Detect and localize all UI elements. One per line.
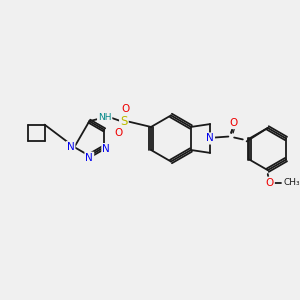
Text: O: O [114,128,122,138]
Text: O: O [266,178,274,188]
Text: NH: NH [98,113,111,122]
Text: N: N [85,153,93,163]
Text: O: O [229,118,237,128]
Text: S: S [120,115,128,128]
Text: N: N [67,142,74,152]
Text: N: N [206,134,214,143]
Text: CH₃: CH₃ [283,178,300,187]
Text: N: N [102,144,110,154]
Text: O: O [122,104,130,114]
